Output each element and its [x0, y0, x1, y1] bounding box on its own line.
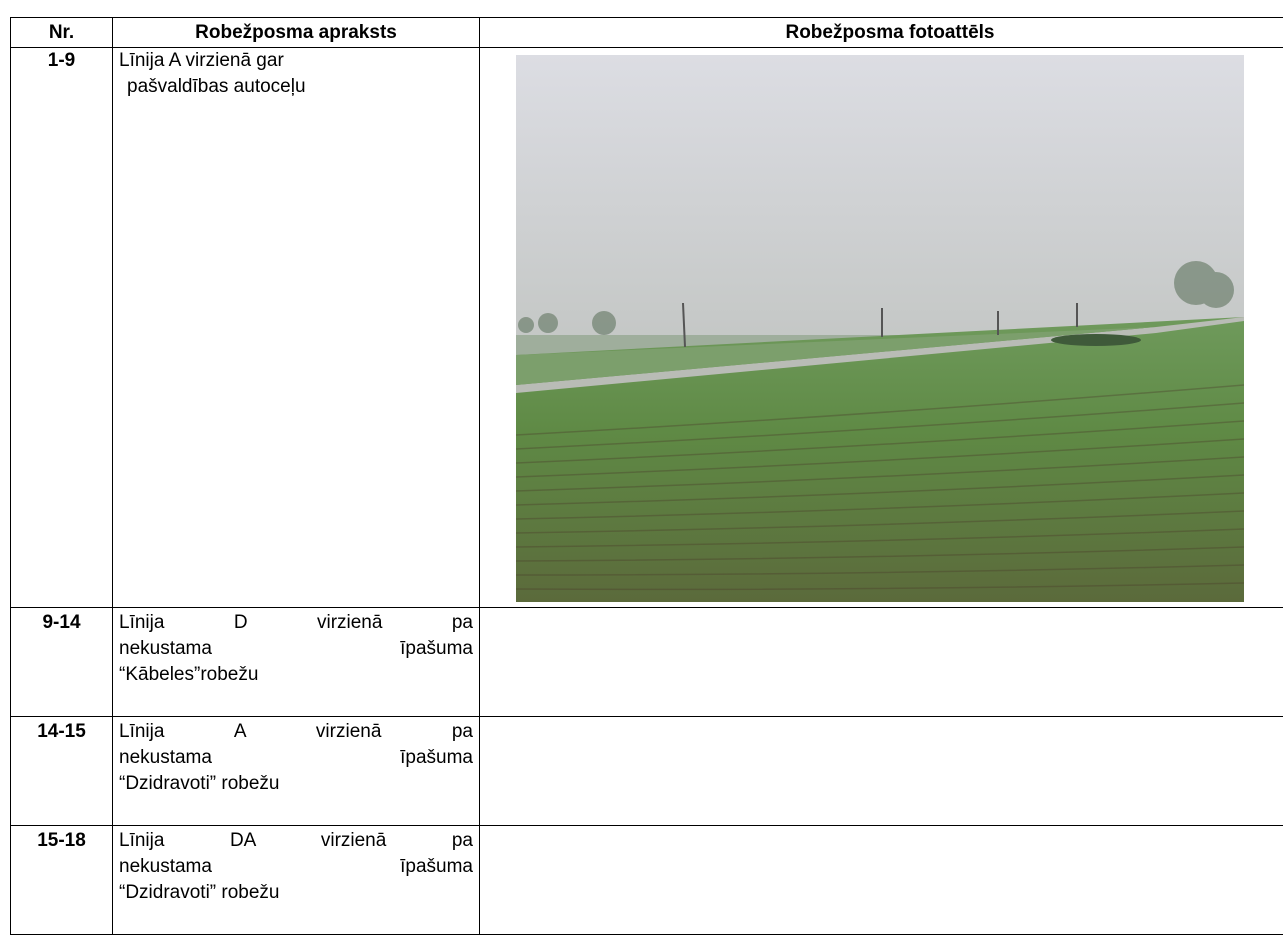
photo-cell [480, 608, 1283, 717]
description-line: nekustama īpašuma [119, 636, 473, 662]
nr-cell: 14-15 [11, 717, 113, 826]
description-line: “Kābeles”robežu [119, 662, 473, 688]
header-cell: Robežposma apraksts [113, 18, 480, 48]
nr-cell: 1-9 [11, 48, 113, 608]
description-line: Līnija D virzienā pa [119, 610, 473, 636]
description-line: Līnija A virzienā pa [119, 719, 473, 745]
header-cell: Nr. [11, 18, 113, 48]
boundary-table: Nr. Robežposma apraksts Robežposma fotoa… [10, 17, 1283, 935]
description-line: nekustama īpašuma [119, 854, 473, 880]
photo-cell [480, 48, 1283, 608]
description-line: Līnija DA virzienā pa [119, 828, 473, 854]
page: Nr. Robežposma apraksts Robežposma fotoa… [0, 0, 1283, 927]
photo [516, 55, 1244, 602]
description-line: Līnija A virzienā gar [119, 48, 473, 74]
header-cell: Robežposma fotoattēls [480, 18, 1283, 48]
nr-cell: 15-18 [11, 826, 113, 935]
description-line: pašvaldības autoceļu [119, 74, 473, 100]
nr-cell: 9-14 [11, 608, 113, 717]
header-row: Nr. Robežposma apraksts Robežposma fotoa… [11, 18, 1283, 48]
photo-cell [480, 717, 1283, 826]
description-line: “Dzidravoti” robežu [119, 771, 473, 797]
description-line: “Dzidravoti” robežu [119, 880, 473, 906]
description-line: nekustama īpašuma [119, 745, 473, 771]
photo-cell [480, 826, 1283, 935]
